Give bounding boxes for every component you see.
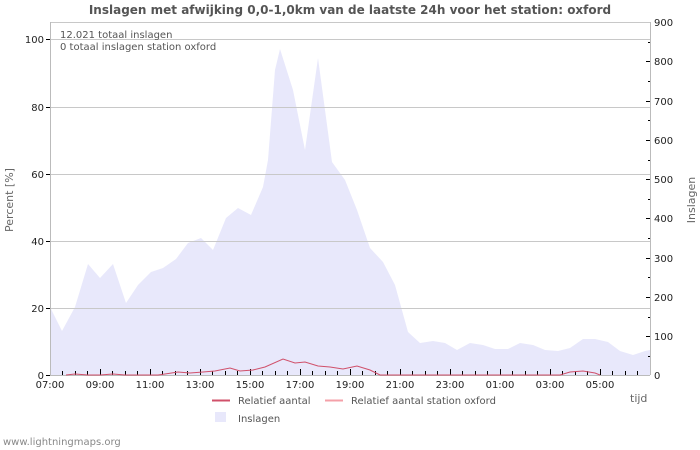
chart-title: Inslagen met afwijking 0,0-1,0km van de … [88, 3, 612, 17]
right-axis-label: Inslagen [685, 177, 698, 223]
x-tick-0100: 01:00 [486, 380, 515, 391]
right-tick-300: 300 [654, 254, 673, 265]
left-tick-0: 0 [38, 371, 44, 382]
x-tick-1900: 19:00 [336, 380, 365, 391]
x-tick-0900: 09:00 [86, 380, 115, 391]
legend-inslagen-label: Inslagen [238, 414, 280, 425]
x-tick-1500: 15:00 [236, 380, 265, 391]
right-tick-800: 800 [654, 57, 673, 68]
legend-relatief-label: Relatief aantal [238, 396, 311, 407]
x-tick-1700: 17:00 [286, 380, 315, 391]
x-tick-1300: 13:00 [186, 380, 215, 391]
right-tick-700: 700 [654, 97, 673, 108]
x-tick-2100: 21:00 [386, 380, 415, 391]
legend-inslagen-swatch [215, 412, 226, 422]
x-tick-1100: 11:00 [136, 380, 165, 391]
right-tick-100: 100 [654, 332, 673, 343]
x-tick-0700: 07:00 [36, 380, 65, 391]
left-tick-40: 40 [31, 237, 44, 248]
right-tick-500: 500 [654, 175, 673, 186]
x-tick-0500: 05:00 [586, 380, 615, 391]
right-tick-900: 900 [654, 18, 673, 29]
grid [50, 22, 650, 309]
left-tick-80: 80 [31, 103, 44, 114]
left-tick-100: 100 [25, 35, 44, 46]
total-strikes-note: 12.021 totaal inslagen [60, 30, 172, 41]
right-tick-0: 0 [654, 371, 660, 382]
x-tick-0300: 03:00 [536, 380, 565, 391]
x-axis-label: tijd [630, 392, 647, 405]
right-tick-400: 400 [654, 214, 673, 225]
right-tick-600: 600 [654, 136, 673, 147]
x-tick-2300: 23:00 [436, 380, 465, 391]
relatief-aantal-line [65, 358, 601, 376]
footer-credit: www.lightningmaps.org [3, 437, 121, 448]
left-tick-60: 60 [31, 170, 44, 181]
station-strikes-note: 0 totaal inslagen station oxford [60, 42, 216, 53]
left-tick-20: 20 [31, 304, 44, 315]
right-tick-200: 200 [654, 293, 673, 304]
left-axis-label: Percent [%] [3, 168, 16, 232]
legend-relatief-station-label: Relatief aantal station oxford [351, 396, 496, 407]
inslagen-area [50, 49, 650, 375]
